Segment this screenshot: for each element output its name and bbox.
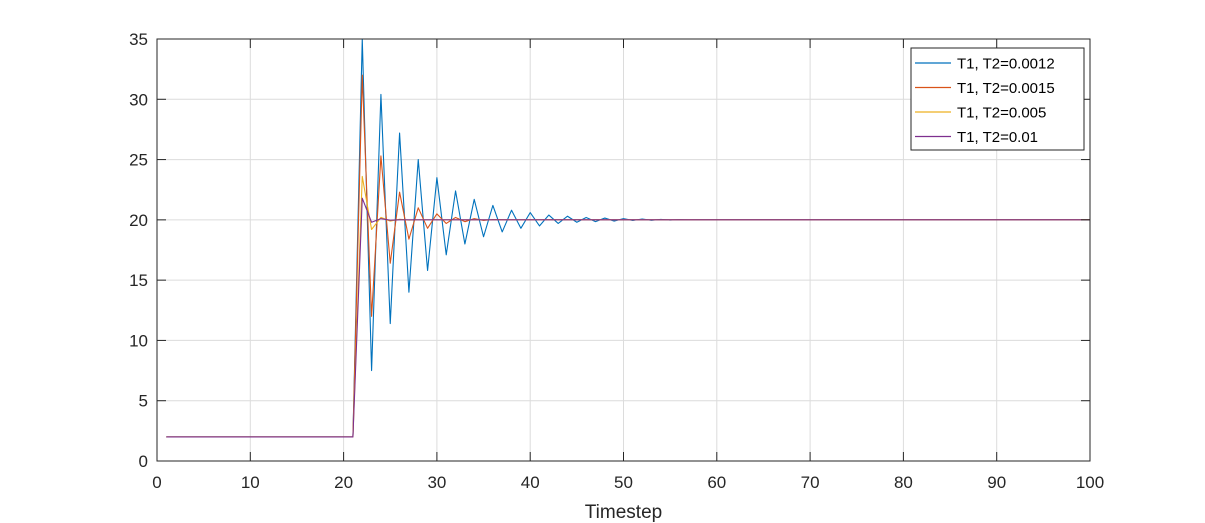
x-axis-label: Timestep (585, 502, 662, 523)
y-tick-label: 0 (139, 452, 148, 471)
series-line-2 (166, 74, 1090, 438)
y-tick-label: 5 (139, 392, 148, 411)
y-tick-label: 35 (129, 30, 148, 49)
legend-entry-label: T1, T2=0.01 (957, 129, 1038, 146)
legend-entry-label: T1, T2=0.0012 (957, 56, 1055, 73)
x-tick-label: 40 (521, 473, 540, 492)
x-tick-label: 90 (987, 473, 1006, 492)
series-line-4 (166, 197, 1090, 438)
x-tick-label: 20 (334, 473, 353, 492)
legend-entry-label: T1, T2=0.005 (957, 105, 1046, 122)
legend-entry-label: T1, T2=0.0015 (957, 80, 1055, 97)
x-tick-label: 0 (152, 473, 161, 492)
y-tick-label: 10 (129, 331, 148, 350)
y-tick-label: 30 (129, 90, 148, 109)
ticks: 0 10 20 30 40 50 60 70 80 90 100 0 5 10 15 20 25 30 35 (129, 30, 1104, 492)
y-tick-label: 25 (129, 151, 148, 170)
x-tick-label: 30 (427, 473, 446, 492)
x-tick-label: 100 (1076, 473, 1104, 492)
x-tick-label: 80 (894, 473, 913, 492)
x-tick-label: 50 (614, 473, 633, 492)
x-tick-label: 10 (241, 473, 260, 492)
y-tick-label: 15 (129, 271, 148, 290)
legend-box (910, 47, 1085, 151)
series-lines (166, 38, 1090, 438)
x-tick-label: 60 (707, 473, 726, 492)
y-tick-label: 20 (129, 211, 148, 230)
legend: T1, T2=0.0012 T1, T2=0.0015 T1, T2=0.005 T1… (910, 47, 1085, 151)
x-tick-label: 70 (801, 473, 820, 492)
